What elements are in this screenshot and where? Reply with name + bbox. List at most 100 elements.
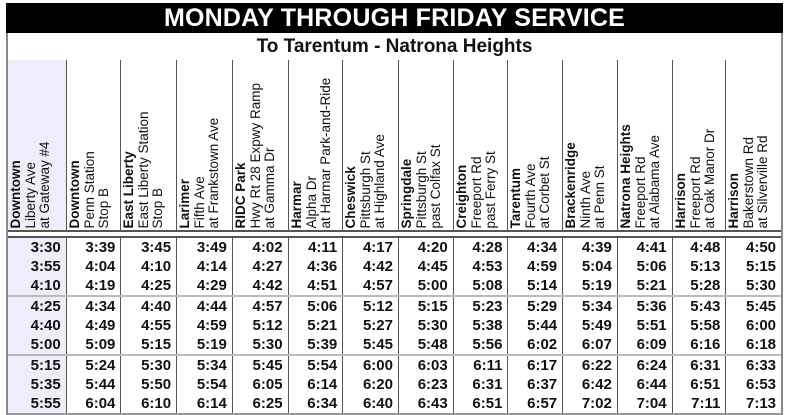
stop-location-line: Freeport Rd (632, 155, 648, 228)
departure-time: 5:15 (8, 356, 67, 375)
departure-time: 5:44 (67, 375, 122, 394)
stop-header: Springdale Pittsburgh St past Colfax St (399, 60, 454, 230)
departure-time: 5:21 (618, 276, 673, 295)
departure-time: 3:49 (177, 238, 233, 257)
stop-location-line: at Corbet St (537, 155, 553, 228)
departure-time: 4:57 (233, 297, 289, 316)
stop-place-name: Harmar (288, 180, 304, 228)
departure-time: 4:25 (121, 276, 178, 295)
stop-label: Cheswick Pittsburgh St at Highland Ave (343, 134, 388, 228)
departure-time: 6:42 (563, 375, 618, 394)
departure-time: 6:10 (121, 394, 178, 413)
trip-group: 5:15 5:24 5:30 5:34 5:45 5:54 6:00 6:03 6:11 6:17… (8, 356, 781, 415)
stop-location-line: past Ferry St (482, 150, 498, 228)
departure-time: 5:09 (67, 335, 122, 354)
trip-row: 5:15 5:24 5:30 5:34 5:45 5:54 6:00 6:03 6:11 6:17… (8, 356, 781, 375)
stop-label: Larimer Fifth Ave at Frankstown Ave (177, 117, 222, 228)
stop-header: Tarentum Fourth Ave at Corbet St (508, 60, 564, 230)
stop-location-line: Freeport Rd (687, 155, 703, 228)
stop-header: Larimer Fifth Ave at Frankstown Ave (177, 60, 233, 230)
departure-time: 6:31 (673, 356, 727, 375)
departure-time: 5:30 (746, 277, 777, 294)
departure-time: 5:15 (399, 297, 454, 316)
departure-time: 5:38 (454, 316, 509, 335)
departure-time: 4:19 (67, 276, 122, 295)
departure-time: 6:09 (618, 335, 673, 354)
departure-time: 5:36 (618, 297, 673, 316)
departure-time: 4:45 (399, 257, 454, 276)
trip-group: 3:30 3:39 3:45 3:49 4:02 4:11 4:17 4:20 4:28 4:34… (8, 238, 781, 297)
stop-place-name: Creighton (453, 164, 469, 228)
departure-time: 6:33 (746, 357, 777, 374)
departure-time: 5:43 (673, 297, 727, 316)
stop-header: Creighton Freeport Rd past Ferry St (454, 60, 509, 230)
departure-time: 4:42 (343, 257, 399, 276)
stop-location-line: at Harmar Park-and-Ride (317, 77, 333, 228)
departure-time: 4:25 (8, 297, 67, 316)
departure-time: 4:28 (454, 238, 509, 257)
departure-time: 7:11 (673, 394, 727, 413)
departure-time: 6:34 (289, 394, 344, 413)
departure-time: 5:14 (508, 276, 564, 295)
departure-time: 5:00 (8, 335, 67, 354)
stop-place-name: Larimer (177, 178, 193, 228)
stop-header: Harrison Freeport Rd at Oak Manor Dr (673, 60, 727, 230)
stop-location-line: Freeport Rd (468, 155, 484, 228)
service-title: MONDAY THROUGH FRIDAY SERVICE (6, 3, 783, 33)
departure-time: 6:51 (454, 394, 509, 413)
departure-time: 3:39 (67, 238, 122, 257)
departure-time: 6:14 (177, 394, 233, 413)
stop-place-name: Harrison (726, 172, 742, 228)
stop-header: Natrona Heights Freeport Rd at Alabama Ave (618, 60, 673, 230)
stop-header: Downtown Penn Station Stop B (67, 60, 122, 230)
departure-time: 5:54 (177, 375, 233, 394)
departure-time: 6:43 (399, 394, 454, 413)
stop-label: Harrison Freeport Rd at Oak Manor Dr (673, 128, 718, 228)
departure-time: 5:30 (233, 335, 289, 354)
departure-time: 4:20 (399, 238, 454, 257)
departure-time: 5:12 (343, 297, 399, 316)
trip-row: 5:55 6:04 6:10 6:14 6:25 6:34 6:40 6:43 6:51 6:57… (8, 394, 781, 413)
trip-row: 4:40 4:49 4:55 4:59 5:12 5:21 5:27 5:30 5:38 5:44… (8, 316, 781, 335)
stop-location-line: at Alabama Ave (646, 134, 662, 228)
departure-time: 5:06 (618, 257, 673, 276)
departure-time: 5:50 (121, 375, 178, 394)
stop-location-line: Stop B (150, 187, 166, 228)
departure-time: 5:56 (454, 335, 509, 354)
stop-location-line: at Penn St (592, 164, 608, 228)
stop-header-row: Downtown Liberty Ave at Gateway #4 Downtown… (8, 60, 781, 232)
departure-time: 5:51 (618, 316, 673, 335)
departure-time: 4:50 (746, 239, 777, 256)
departure-time: 5:55 (8, 394, 67, 413)
departure-time: 5:44 (508, 316, 564, 335)
stop-location-line: at Oak Manor Dr (701, 128, 717, 228)
stop-location-line: Stop B (95, 187, 111, 228)
stop-place-name: Springdale (399, 158, 415, 228)
departure-time: 4:48 (673, 238, 727, 257)
departure-time: 4:34 (67, 297, 122, 316)
departure-time: 4:36 (289, 257, 344, 276)
departure-time: 4:10 (121, 257, 178, 276)
departure-time: 4:59 (508, 257, 564, 276)
departure-time: 4:40 (8, 316, 67, 335)
stop-label: Natrona Heights Freeport Rd at Alabama Ave (618, 124, 663, 228)
stop-location-line: at Gateway #4 (37, 140, 52, 228)
trip-row: 3:55 4:04 4:10 4:14 4:27 4:36 4:42 4:45 4:53 4:59… (8, 257, 781, 276)
stop-label: RIDC Park Hwy Rt 28 Expwy Ramp at Gamma Dr (233, 82, 278, 228)
departure-time: 4:02 (233, 238, 289, 257)
trip-row: 3:30 3:39 3:45 3:49 4:02 4:11 4:17 4:20 4:28 4:34… (8, 238, 781, 257)
departure-time: 4:57 (343, 276, 399, 295)
departure-time: 5:15 (746, 258, 777, 275)
trip-group: 4:25 4:34 4:40 4:44 4:57 5:06 5:12 5:15 5:23 5:29… (8, 297, 781, 356)
departure-time: 6:17 (508, 356, 564, 375)
departure-time: 4:17 (343, 238, 399, 257)
stop-place-name: Tarentum (508, 167, 524, 228)
trip-row: 4:10 4:19 4:25 4:29 4:42 4:51 4:57 5:00 5:08 5:14… (8, 276, 781, 295)
stop-place-name: Downtown (66, 159, 82, 228)
departure-time: 5:08 (454, 276, 509, 295)
departure-time: 5:19 (177, 335, 233, 354)
departure-time: 6:07 (563, 335, 618, 354)
departure-time: 6:00 (343, 356, 399, 375)
departure-time: 5:19 (563, 276, 618, 295)
departure-time: 4:29 (177, 276, 233, 295)
